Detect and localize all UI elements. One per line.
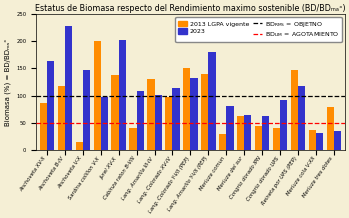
Bar <box>65 26 72 150</box>
Bar <box>129 128 136 150</box>
Bar <box>244 115 252 150</box>
Bar <box>47 61 54 150</box>
Bar <box>183 68 191 150</box>
Bar <box>262 116 269 150</box>
Bar <box>237 116 244 150</box>
Bar <box>147 79 155 150</box>
Bar <box>334 131 341 150</box>
Bar <box>94 41 101 150</box>
Bar <box>327 107 334 150</box>
Bar <box>208 52 216 150</box>
Bar <box>40 103 47 150</box>
Bar <box>291 70 298 150</box>
Bar <box>165 97 172 150</box>
Y-axis label: Biomasa (%) = BD/BDₘₐˣ: Biomasa (%) = BD/BDₘₐˣ <box>4 38 11 126</box>
Bar <box>227 106 233 150</box>
Bar <box>155 95 162 150</box>
Legend: 2013 LGPA vigente, 2023, BD$_{\mathsf{RMS}}$ = OBJETNO, BD$_{\mathsf{LIM}}$ = AG: 2013 LGPA vigente, 2023, BD$_{\mathsf{RM… <box>176 17 342 42</box>
Bar <box>309 130 316 150</box>
Bar <box>172 88 180 150</box>
Bar <box>58 86 65 150</box>
Title: Estatus de Biomasa respecto del Rendimiento maximo sostenible (BD/BDₘₐˣ): Estatus de Biomasa respecto del Rendimie… <box>35 4 346 13</box>
Bar <box>83 70 90 150</box>
Bar <box>280 100 287 150</box>
Bar <box>191 78 198 150</box>
Bar <box>111 75 119 150</box>
Bar <box>255 126 262 150</box>
Bar <box>298 86 305 150</box>
Bar <box>201 74 208 150</box>
Bar <box>219 134 227 150</box>
Bar <box>273 128 280 150</box>
Bar <box>316 133 323 150</box>
Bar <box>101 97 108 150</box>
Bar <box>119 40 126 150</box>
Bar <box>76 142 83 150</box>
Bar <box>136 91 144 150</box>
